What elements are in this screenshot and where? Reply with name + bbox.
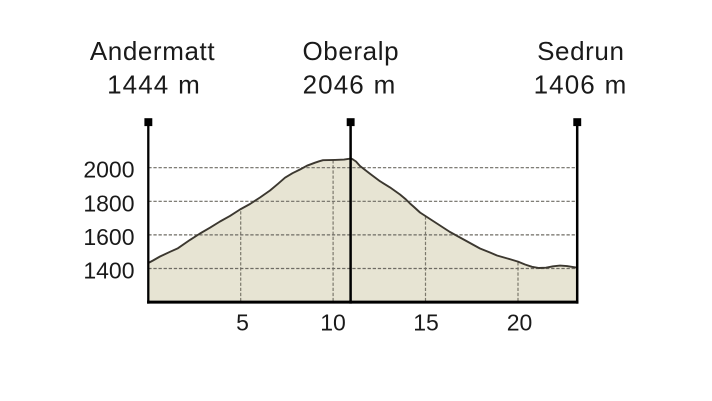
svg-text:1444 m: 1444 m bbox=[107, 70, 201, 100]
svg-text:2046 m: 2046 m bbox=[303, 70, 397, 100]
svg-text:1600: 1600 bbox=[83, 224, 134, 250]
svg-text:Andermatt: Andermatt bbox=[90, 36, 216, 66]
svg-text:10: 10 bbox=[320, 310, 346, 336]
svg-text:1406 m: 1406 m bbox=[534, 70, 628, 100]
svg-text:20: 20 bbox=[507, 310, 533, 336]
svg-text:Oberalp: Oberalp bbox=[302, 36, 399, 66]
svg-text:1800: 1800 bbox=[83, 190, 134, 216]
svg-text:2000: 2000 bbox=[83, 157, 134, 183]
svg-text:1400: 1400 bbox=[83, 258, 134, 284]
svg-text:Sedrun: Sedrun bbox=[537, 36, 624, 66]
svg-text:15: 15 bbox=[413, 310, 439, 336]
svg-text:5: 5 bbox=[236, 310, 249, 336]
